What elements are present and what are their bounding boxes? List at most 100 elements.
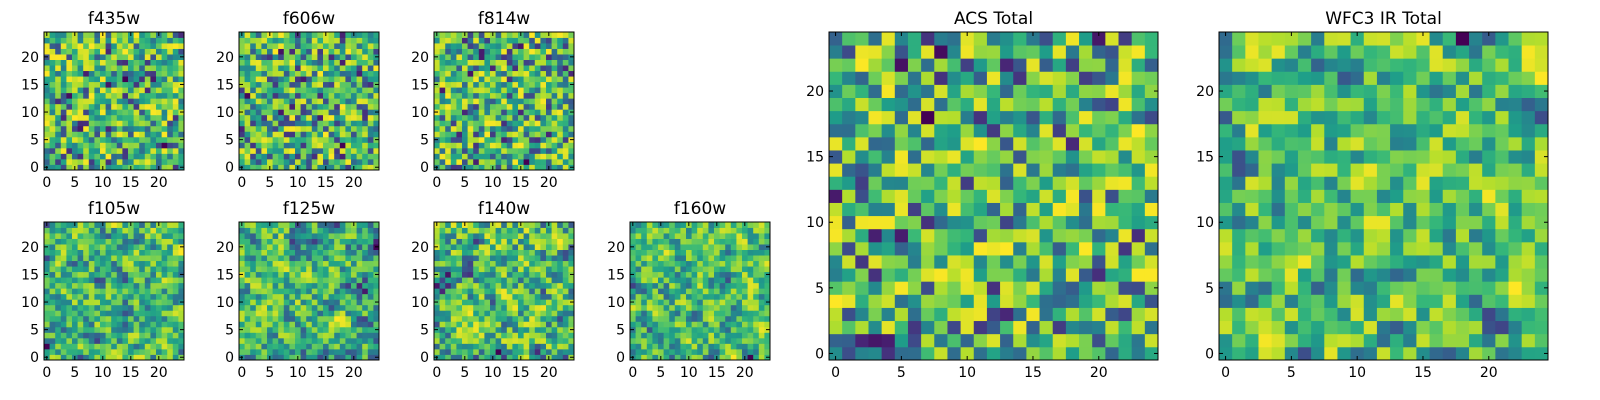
heatmap-cell: [106, 49, 112, 55]
heatmap-cell: [261, 104, 267, 110]
heatmap-cell: [440, 310, 446, 316]
heatmap-cell: [647, 305, 653, 311]
heatmap-cell: [44, 148, 50, 154]
heatmap-cell: [748, 250, 754, 256]
heatmap-cell: [496, 294, 502, 300]
heatmap-cell: [295, 233, 301, 239]
heatmap-cell: [934, 189, 948, 203]
heatmap-cell: [173, 299, 179, 305]
heatmap-cell: [434, 321, 440, 327]
heatmap-cell: [284, 310, 290, 316]
heatmap-cell: [94, 82, 100, 88]
heatmap-cell: [479, 82, 485, 88]
heatmap-cell: [703, 327, 709, 333]
heatmap-cell: [50, 343, 56, 349]
heatmap-cell: [156, 261, 162, 267]
heatmap-cell: [100, 104, 106, 110]
heatmap-cell: [122, 153, 128, 159]
heatmap-cell: [652, 244, 658, 250]
heatmap-cell: [261, 32, 267, 38]
heatmap-cell: [1013, 255, 1027, 269]
heatmap-cell: [518, 104, 524, 110]
heatmap-cell: [714, 266, 720, 272]
heatmap-cell: [306, 310, 312, 316]
heatmap-cell: [261, 38, 267, 44]
heatmap-cell: [501, 98, 507, 104]
heatmap-cell: [94, 310, 100, 316]
heatmap-cell: [312, 272, 318, 278]
heatmap-cell: [256, 60, 262, 66]
heatmap-cell: [273, 228, 279, 234]
heatmap-cell: [669, 310, 675, 316]
heatmap-cell: [329, 126, 335, 132]
heatmap-cell: [440, 137, 446, 143]
heatmap-cell: [72, 159, 78, 165]
x-tick-label: 0: [628, 365, 637, 381]
heatmap-cell: [61, 137, 67, 143]
heatmap-cell: [72, 255, 78, 261]
heatmap-cell: [351, 239, 357, 245]
heatmap-cell: [278, 321, 284, 327]
heatmap-cell: [111, 109, 117, 115]
heatmap-cell: [312, 349, 318, 355]
heatmap-cell: [273, 338, 279, 344]
heatmap-cell: [484, 82, 490, 88]
heatmap-cell: [340, 137, 346, 143]
heatmap-cell: [490, 244, 496, 250]
heatmap-cell: [340, 343, 346, 349]
heatmap-cell: [895, 281, 909, 295]
heatmap-cell: [557, 288, 563, 294]
heatmap-cell: [753, 283, 759, 289]
heatmap-cell: [507, 87, 513, 93]
heatmap-cell: [692, 316, 698, 322]
heatmap-cell: [1040, 229, 1054, 243]
heatmap-cell: [357, 321, 363, 327]
heatmap-cell: [44, 255, 50, 261]
heatmap-cell: [61, 272, 67, 278]
heatmap-cell: [61, 332, 67, 338]
heatmap-cell: [134, 159, 140, 165]
heatmap-cell: [94, 299, 100, 305]
heatmap-cell: [167, 288, 173, 294]
heatmap-cell: [351, 349, 357, 355]
heatmap-cell: [289, 343, 295, 349]
heatmap-cell: [357, 316, 363, 322]
heatmap-cell: [78, 294, 84, 300]
heatmap-cell: [162, 272, 168, 278]
heatmap-cell: [134, 82, 140, 88]
x-tick-label: 0: [237, 365, 246, 381]
heatmap-cell: [128, 54, 134, 60]
heatmap-cell: [156, 137, 162, 143]
heatmap-cell: [445, 332, 451, 338]
heatmap-cell: [340, 283, 346, 289]
heatmap-cell: [1053, 242, 1067, 256]
heatmap-cell: [462, 228, 468, 234]
heatmap-cell: [496, 38, 502, 44]
heatmap-cell: [362, 65, 368, 71]
heatmap-cell: [50, 109, 56, 115]
y-tick-label: 0: [420, 350, 429, 366]
heatmap-cell: [50, 294, 56, 300]
heatmap-cell: [434, 98, 440, 104]
heatmap-cell: [535, 228, 541, 234]
heatmap-cell: [306, 65, 312, 71]
heatmap-cell: [362, 142, 368, 148]
heatmap-cell: [512, 222, 518, 228]
heatmap-cell: [703, 299, 709, 305]
heatmap-cell: [162, 49, 168, 55]
heatmap-cell: [83, 288, 89, 294]
heatmap-cell: [334, 32, 340, 38]
heatmap-cell: [334, 239, 340, 245]
heatmap-cell: [245, 233, 251, 239]
panel-f606w: f606w0 5 10 15 2005101520: [216, 9, 379, 191]
heatmap-cell: [334, 159, 340, 165]
heatmap-cell: [345, 65, 351, 71]
heatmap-cell: [468, 142, 474, 148]
panel-f140w: f140w0 5 10 15 2005101520: [411, 199, 574, 381]
heatmap-cell: [921, 268, 935, 282]
heatmap-cell: [675, 255, 681, 261]
heatmap-cell: [490, 288, 496, 294]
heatmap-cell: [468, 32, 474, 38]
heatmap-cell: [529, 142, 535, 148]
heatmap-cell: [529, 49, 535, 55]
